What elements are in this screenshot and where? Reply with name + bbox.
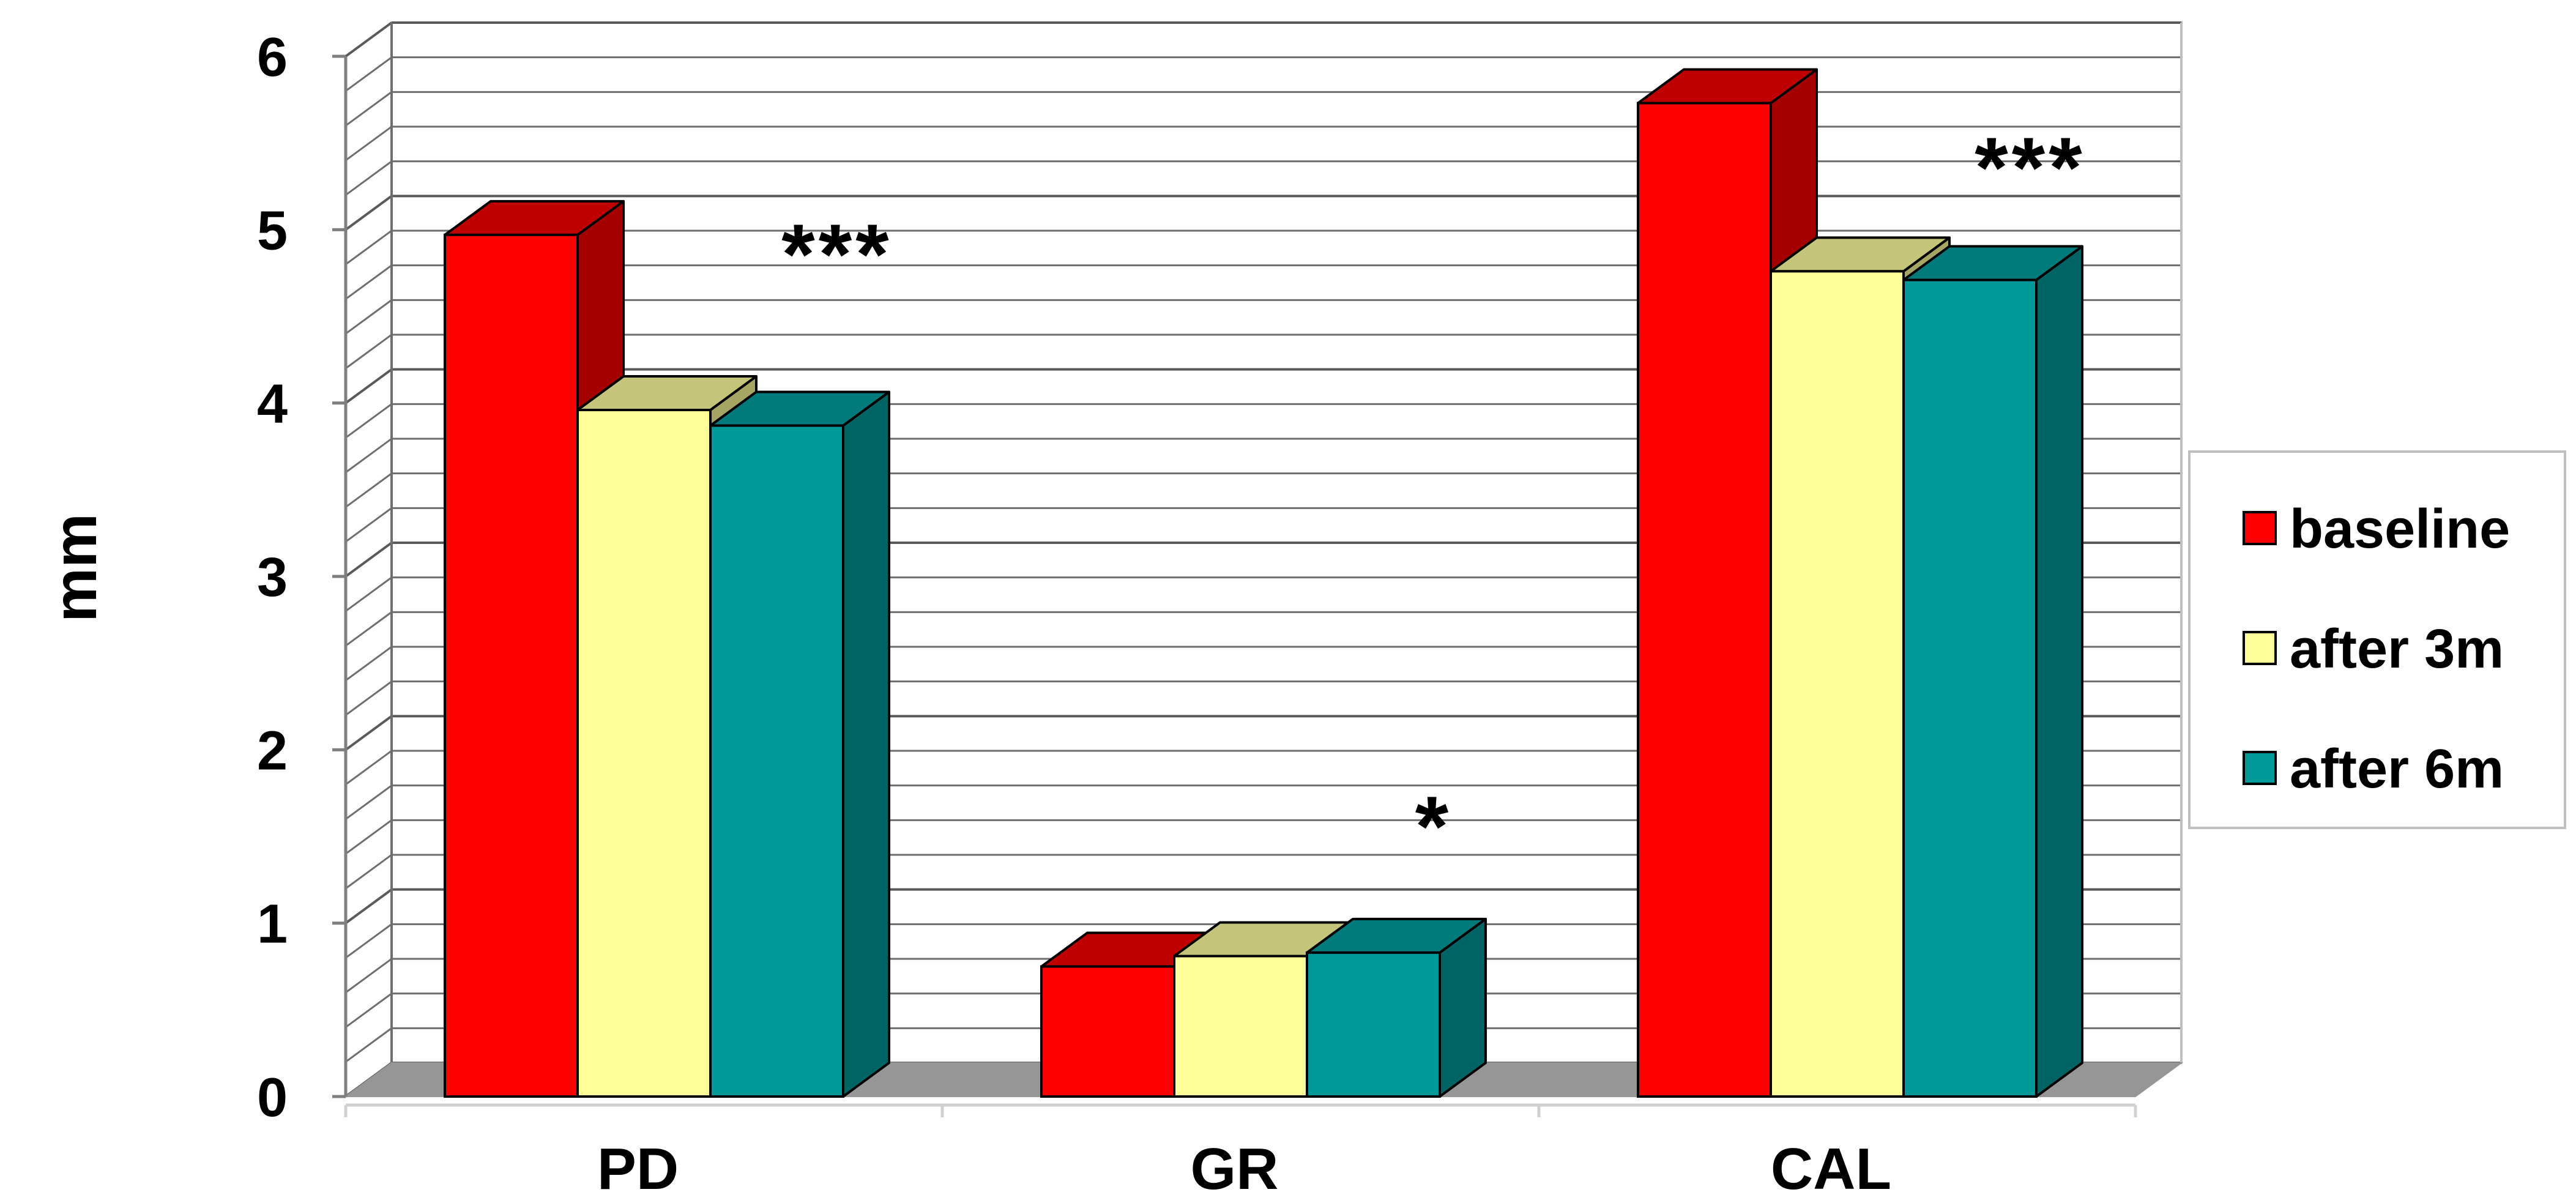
side-wall-gridline — [344, 888, 393, 925]
bar — [1306, 951, 1441, 1098]
bar — [1637, 102, 1772, 1098]
side-wall-gridline — [345, 299, 392, 335]
side-wall-gridline — [345, 923, 392, 959]
y-tick-label: 6 — [257, 27, 288, 88]
side-wall-gridline — [345, 91, 392, 127]
chart-annotations: ******* — [781, 119, 2085, 874]
side-wall-gridline — [345, 750, 392, 786]
bar-side — [842, 390, 890, 1098]
significance-marker: *** — [1975, 119, 2085, 215]
side-wall-gridline — [345, 784, 392, 820]
y-axis-label: mm — [41, 513, 110, 622]
side-wall-gridline — [345, 438, 392, 474]
side-wall-gridline — [345, 854, 392, 890]
side-wall-gridline — [344, 21, 393, 58]
legend-label: after 3m — [2290, 619, 2504, 680]
bar — [1173, 955, 1308, 1098]
bar-side — [2035, 245, 2083, 1098]
y-tick-label: 4 — [257, 374, 288, 435]
legend-label: after 6m — [2290, 739, 2504, 800]
bar — [1902, 278, 2038, 1098]
chart-bars — [444, 68, 2083, 1098]
x-tick-label: GR — [1191, 1136, 1279, 1200]
chart-legend: baseline after 3m after 6m — [2188, 450, 2566, 829]
x-tick-label: PD — [597, 1136, 679, 1200]
side-wall-gridline — [345, 646, 392, 682]
legend-swatch — [2243, 751, 2277, 785]
side-wall-gridline — [345, 264, 392, 300]
y-tick-label: 3 — [257, 547, 288, 608]
significance-marker: *** — [781, 206, 892, 302]
legend-label: baseline — [2290, 499, 2510, 560]
side-wall-gridline — [344, 195, 393, 231]
side-wall-gridline — [344, 715, 393, 751]
bar — [1040, 965, 1175, 1098]
bar — [444, 233, 579, 1098]
x-tick-label: CAL — [1771, 1136, 1891, 1200]
side-wall-gridline — [345, 993, 392, 1028]
side-wall-gridline — [345, 229, 392, 266]
side-wall-gridline — [345, 125, 392, 162]
y-tick-label: 0 — [257, 1067, 288, 1128]
chart-axes: 0 1 2 3 4 5 6 PD GR CAL — [257, 27, 2137, 1202]
side-wall-gridline — [345, 680, 392, 716]
legend-swatch — [2243, 511, 2277, 545]
y-tick-label: 2 — [257, 720, 288, 781]
y-tick-label: 5 — [257, 200, 288, 261]
side-wall-gridline — [344, 542, 393, 578]
side-wall-gridline — [345, 576, 392, 612]
side-wall-gridline — [344, 368, 393, 404]
side-wall-gridline — [345, 611, 392, 647]
significance-marker: * — [1415, 778, 1452, 874]
bar — [1770, 270, 1905, 1098]
legend-swatch — [2243, 631, 2277, 665]
side-wall-gridline — [345, 160, 392, 196]
side-wall-gridline — [345, 958, 392, 994]
side-wall-gridline — [345, 56, 392, 92]
side-wall-gridline — [345, 819, 392, 855]
bar — [709, 424, 844, 1098]
side-wall-gridline — [345, 472, 392, 508]
side-wall-gridline — [345, 1027, 392, 1063]
side-wall-gridline — [345, 333, 392, 370]
side-wall-gridline — [345, 403, 392, 439]
y-tick-label: 1 — [257, 894, 288, 955]
side-wall-gridline — [345, 507, 392, 543]
bar — [576, 409, 712, 1098]
